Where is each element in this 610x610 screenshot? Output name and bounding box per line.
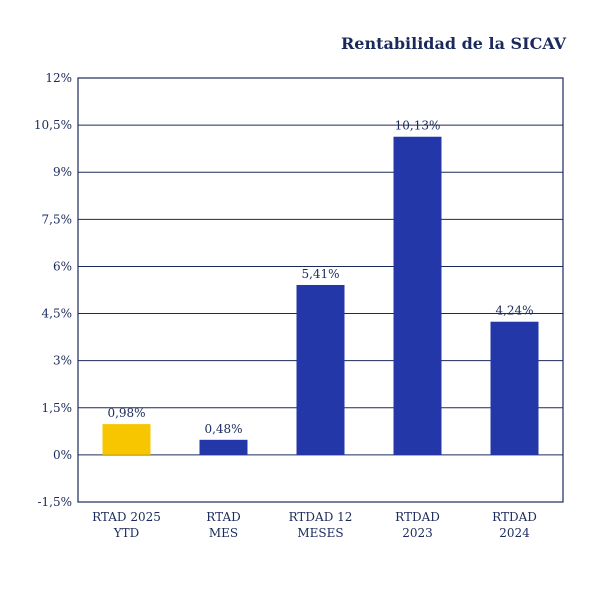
data-label: 0,48% xyxy=(204,422,242,436)
plot-frame xyxy=(77,77,564,503)
data-label: 4,24% xyxy=(495,304,533,318)
y-tick-label: 10,5% xyxy=(34,118,72,132)
x-tick-label: RTDAD xyxy=(395,510,440,524)
x-tick-label: YTD xyxy=(113,526,140,540)
y-tick-label: 3% xyxy=(53,354,72,368)
chart-title: Rentabilidad de la SICAV xyxy=(341,34,566,53)
x-tick-label: 2024 xyxy=(499,526,530,540)
x-tick-label: RTAD xyxy=(206,510,240,524)
bar xyxy=(296,284,345,455)
y-tick-label: -1,5% xyxy=(37,495,72,509)
y-tick-label: 12% xyxy=(45,71,72,85)
data-label: 10,13% xyxy=(395,119,441,133)
x-tick-label: RTAD 2025 xyxy=(92,510,161,524)
x-tick-label: MES xyxy=(209,526,238,540)
x-tick-label: RTDAD xyxy=(492,510,537,524)
y-tick-label: 6% xyxy=(53,259,72,273)
y-tick-label: 0% xyxy=(53,448,72,462)
bar xyxy=(393,136,442,455)
bar xyxy=(102,424,151,455)
x-tick-label: 2023 xyxy=(402,526,433,540)
data-label: 5,41% xyxy=(301,267,339,281)
y-tick-label: 9% xyxy=(53,165,72,179)
data-label: 0,98% xyxy=(107,406,145,420)
bar xyxy=(199,439,248,455)
x-tick-label: MESES xyxy=(297,526,343,540)
bar xyxy=(490,321,539,455)
y-tick-label: 1,5% xyxy=(42,401,73,415)
y-tick-label: 7,5% xyxy=(42,212,73,226)
x-tick-label: RTDAD 12 xyxy=(289,510,353,524)
y-tick-label: 4,5% xyxy=(42,307,73,321)
